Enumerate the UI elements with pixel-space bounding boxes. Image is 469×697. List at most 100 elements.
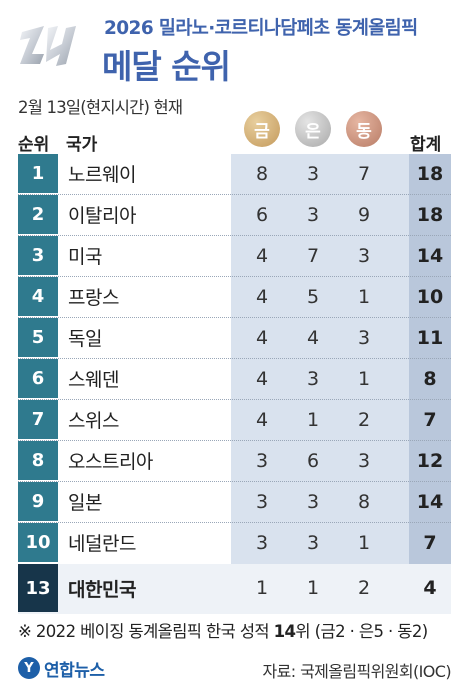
silver-count: 1 — [306, 408, 320, 431]
table-row: 9 일본 3 3 8 14 — [18, 482, 451, 523]
total-count: 18 — [416, 162, 444, 185]
bronze-count: 2 — [357, 408, 371, 431]
gold-count: 3 — [255, 531, 269, 554]
total-count: 18 — [416, 203, 444, 226]
bronze-count: 3 — [357, 244, 371, 267]
table-row: 1 노르웨이 8 3 7 18 — [18, 154, 451, 195]
yonhap-mark-icon: Y — [18, 657, 40, 679]
gold-count: 1 — [255, 577, 269, 599]
footnote-suffix: 위 (금2 · 은5 · 동2) — [295, 622, 428, 641]
rank-badge: 6 — [18, 359, 58, 398]
silver-count: 3 — [306, 367, 320, 390]
total-count: 4 — [423, 577, 437, 599]
bronze-count: 1 — [357, 285, 371, 308]
row-divider — [18, 194, 451, 195]
table-row: 4 프랑스 4 5 1 10 — [18, 277, 451, 318]
medal-columns-background — [231, 154, 409, 614]
gold-count: 4 — [255, 408, 269, 431]
country-name: 미국 — [68, 246, 102, 268]
rank-badge: 8 — [18, 441, 58, 480]
title-top: 2026 밀라노·코르티나담페초 동계올림픽 — [104, 18, 418, 39]
footnote-prefix: ※ 2022 베이징 동계올림픽 한국 성적 — [18, 622, 274, 641]
bronze-count: 3 — [357, 449, 371, 472]
rank-badge: 2 — [18, 195, 58, 234]
bronze-count: 9 — [357, 203, 371, 226]
silver-count: 4 — [306, 326, 320, 349]
gold-count: 8 — [255, 162, 269, 185]
table-row: 5 독일 4 4 3 11 — [18, 318, 451, 359]
total-count: 12 — [416, 449, 444, 472]
gold-count: 3 — [255, 490, 269, 513]
row-divider — [18, 481, 451, 482]
silver-count: 3 — [306, 162, 320, 185]
gold-medal-icon: 금 — [244, 111, 280, 147]
country-name: 일본 — [68, 492, 102, 514]
silver-count: 7 — [306, 244, 320, 267]
table-row: 2 이탈리아 6 3 9 18 — [18, 195, 451, 236]
footnote-rank: 14 — [273, 622, 296, 641]
total-column-background — [409, 154, 451, 614]
bronze-count: 7 — [357, 162, 371, 185]
rank-badge: 10 — [18, 523, 58, 562]
bronze-count: 2 — [357, 577, 371, 599]
header: 2026 밀라노·코르티나담페초 동계올림픽 메달 순위 — [0, 0, 469, 90]
page-title: 메달 순위 — [102, 47, 231, 86]
country-name: 스웨덴 — [68, 369, 119, 391]
rank-badge: 9 — [18, 482, 58, 521]
bronze-medal-icon: 동 — [346, 111, 382, 147]
country-name: 대한민국 — [68, 578, 136, 601]
table-row: 6 스웨덴 4 3 1 8 — [18, 359, 451, 400]
rank-badge: 4 — [18, 277, 58, 316]
bronze-count: 1 — [357, 531, 371, 554]
total-count: 14 — [416, 244, 444, 267]
bronze-count: 1 — [357, 367, 371, 390]
row-divider — [18, 522, 451, 523]
column-header-total: 합계 — [410, 135, 442, 155]
silver-count: 3 — [306, 490, 320, 513]
gold-count: 4 — [255, 244, 269, 267]
country-name: 오스트리아 — [68, 451, 153, 473]
column-header-country: 국가 — [66, 135, 98, 155]
total-count: 14 — [416, 490, 444, 513]
source-note: 자료: 국제올림픽위원회(IOC) — [262, 662, 452, 681]
country-name: 프랑스 — [68, 287, 119, 309]
gold-count: 6 — [255, 203, 269, 226]
column-header-rank: 순위 — [18, 135, 50, 155]
row-divider — [18, 276, 451, 277]
total-count: 7 — [423, 408, 437, 431]
bronze-count: 8 — [357, 490, 371, 513]
country-name: 이탈리아 — [68, 205, 136, 227]
silver-medal-icon: 은 — [295, 111, 331, 147]
footnote: ※ 2022 베이징 동계올림픽 한국 성적 14위 (금2 · 은5 · 동2… — [18, 618, 428, 642]
row-divider — [18, 399, 451, 400]
table-row: 10 네덜란드 3 3 1 7 — [18, 523, 451, 564]
rank-badge: 1 — [18, 154, 58, 193]
total-count: 11 — [416, 326, 444, 349]
silver-count: 5 — [306, 285, 320, 308]
milano-cortina-2026-logo-icon — [20, 26, 76, 66]
silver-count: 3 — [306, 203, 320, 226]
total-count: 8 — [423, 367, 437, 390]
yonhap-logo: Y 연합뉴스 — [18, 655, 105, 681]
rank-badge: 13 — [18, 564, 58, 612]
date-note: 2월 13일(현지시간) 현재 — [18, 98, 183, 117]
gold-count: 3 — [255, 449, 269, 472]
row-divider — [18, 317, 451, 318]
gold-count: 4 — [255, 285, 269, 308]
row-divider — [18, 235, 451, 236]
country-name: 노르웨이 — [68, 164, 136, 186]
table-row: 7 스위스 4 1 2 7 — [18, 400, 451, 441]
rank-badge: 7 — [18, 400, 58, 439]
table-row: 3 미국 4 7 3 14 — [18, 236, 451, 277]
table-row-korea: 13 대한민국 1 1 2 4 — [18, 564, 451, 612]
bronze-count: 3 — [357, 326, 371, 349]
total-count: 10 — [416, 285, 444, 308]
row-divider — [18, 358, 451, 359]
gold-count: 4 — [255, 326, 269, 349]
total-count: 7 — [423, 531, 437, 554]
gold-count: 4 — [255, 367, 269, 390]
country-name: 스위스 — [68, 410, 119, 432]
yonhap-name: 연합뉴스 — [44, 660, 105, 681]
silver-count: 3 — [306, 531, 320, 554]
rank-badge: 5 — [18, 318, 58, 357]
